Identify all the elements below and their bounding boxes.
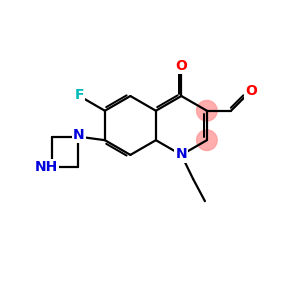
Circle shape — [196, 100, 217, 121]
Text: N: N — [73, 128, 85, 142]
Circle shape — [196, 130, 217, 151]
Text: O: O — [245, 84, 257, 98]
Text: F: F — [75, 88, 84, 102]
Text: N: N — [176, 147, 187, 161]
Text: O: O — [176, 58, 187, 73]
Text: NH: NH — [35, 160, 58, 174]
